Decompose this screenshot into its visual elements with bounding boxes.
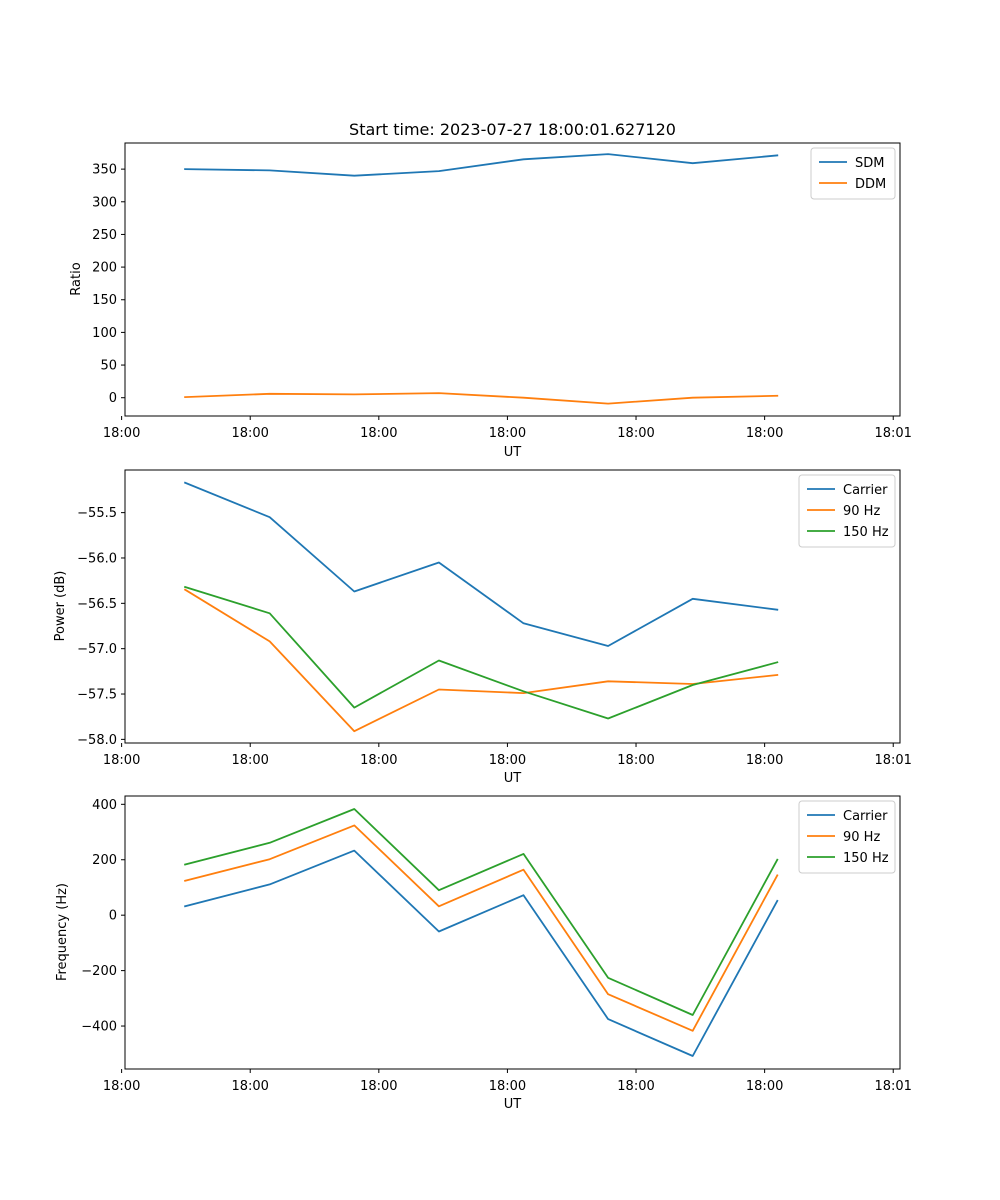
y-tick-label: −200 <box>81 964 117 979</box>
legend: Carrier 90 Hz 150 Hz <box>798 800 896 874</box>
legend-label: Carrier <box>843 809 888 824</box>
y-tick-label: 350 <box>92 163 117 178</box>
y-tick-label: 200 <box>92 853 117 868</box>
subplot-ratio: Start time: 2023-07-27 18:00:01.627120 R… <box>69 120 912 460</box>
legend-label: Carrier <box>843 483 888 498</box>
legend-frame <box>798 800 896 874</box>
series-line-ddm <box>184 392 779 405</box>
x-tick-label: 18:00 <box>103 426 140 441</box>
y-tick-label: −56.5 <box>77 597 117 612</box>
y-tick-label: 200 <box>92 261 117 276</box>
legend-label: 150 Hz <box>843 525 889 540</box>
y-tick-label: 150 <box>92 293 117 308</box>
chart-title: Start time: 2023-07-27 18:00:01.627120 <box>349 120 676 139</box>
y-tick-label: −57.0 <box>77 642 117 657</box>
y-tick-label: 0 <box>109 391 117 406</box>
legend-label: SDM <box>855 156 884 171</box>
x-tick-label: 18:00 <box>360 1079 397 1094</box>
x-axis-label: UT <box>504 445 522 460</box>
x-axis-label: UT <box>504 771 522 786</box>
series-line-sdm <box>184 153 779 177</box>
legend-frame <box>810 147 896 200</box>
x-tick-label: 18:00 <box>231 1079 268 1094</box>
x-tick-label: 18:01 <box>874 426 911 441</box>
legend: Carrier 90 Hz 150 Hz <box>798 474 896 548</box>
x-tick-label: 18:00 <box>617 753 654 768</box>
x-tick-label: 18:01 <box>874 1079 911 1094</box>
x-tick-label: 18:00 <box>103 1079 140 1094</box>
y-tick-label: −56.0 <box>77 551 117 566</box>
x-tick-label: 18:00 <box>746 1079 783 1094</box>
y-tick-label: −58.0 <box>77 733 117 748</box>
legend-label: 90 Hz <box>843 830 880 845</box>
x-tick-label: 18:00 <box>746 753 783 768</box>
y-axis-label: Power (dB) <box>53 571 68 642</box>
y-tick-label: 400 <box>92 798 117 813</box>
series-line-carrier <box>184 849 779 1057</box>
series-line-carrier <box>183 481 779 647</box>
y-tick-label: −55.5 <box>77 506 117 521</box>
x-axis-label: UT <box>504 1097 522 1112</box>
y-tick-label: 100 <box>92 326 117 341</box>
y-axis-label: Ratio <box>69 262 84 295</box>
legend: SDM DDM <box>810 147 896 200</box>
series-line-150-hz <box>183 585 779 720</box>
y-tick-label: 250 <box>92 228 117 243</box>
x-tick-label: 18:00 <box>360 753 397 768</box>
legend-frame <box>798 474 896 548</box>
x-tick-label: 18:00 <box>231 753 268 768</box>
axes-frame <box>124 469 901 744</box>
x-tick-label: 18:01 <box>874 753 911 768</box>
x-tick-label: 18:00 <box>746 426 783 441</box>
x-tick-label: 18:00 <box>617 1079 654 1094</box>
x-tick-label: 18:00 <box>617 426 654 441</box>
y-tick-label: −400 <box>81 1020 117 1035</box>
x-tick-label: 18:00 <box>489 753 526 768</box>
y-axis-label: Frequency (Hz) <box>55 883 70 981</box>
series-line-150-hz <box>184 808 779 1016</box>
legend-label: 150 Hz <box>843 851 889 866</box>
legend-label: 90 Hz <box>843 504 880 519</box>
x-tick-label: 18:00 <box>360 426 397 441</box>
axes-frame <box>124 795 901 1070</box>
x-tick-label: 18:00 <box>103 753 140 768</box>
y-tick-label: −57.5 <box>77 688 117 703</box>
x-tick-label: 18:00 <box>489 426 526 441</box>
subplot-frequency: Frequency (Hz) UT 18:00 18:00 18:00 18:00 18… <box>55 795 912 1112</box>
subplot-power: Power (dB) UT 18:00 18:00 18:00 18:00 18:00 1… <box>53 469 912 786</box>
legend-label: DDM <box>855 177 886 192</box>
x-tick-label: 18:00 <box>489 1079 526 1094</box>
axes-frame <box>124 142 901 417</box>
y-tick-label: 50 <box>100 359 117 374</box>
x-tick-label: 18:00 <box>231 426 268 441</box>
series-line-90-hz <box>183 588 779 733</box>
y-tick-label: 300 <box>92 195 117 210</box>
series-line-90-hz <box>184 824 779 1032</box>
y-tick-label: 0 <box>109 909 117 924</box>
